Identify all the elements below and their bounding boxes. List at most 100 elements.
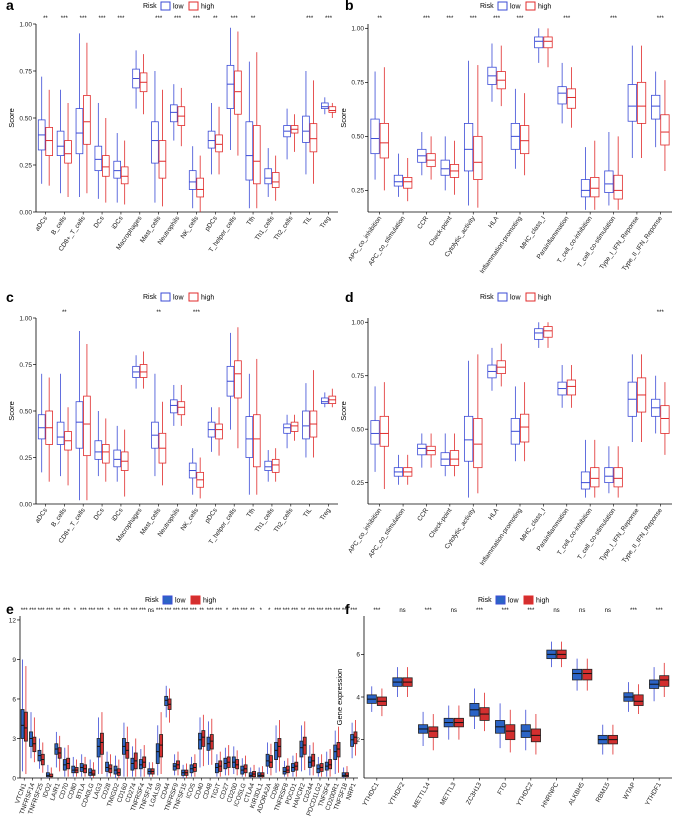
box-low-CD70	[62, 747, 67, 777]
box-high-APC_co_inhibition	[379, 382, 389, 490]
box-high-TNFRSF25	[40, 742, 45, 773]
box-iqr	[159, 734, 164, 758]
significance-label: ***	[231, 16, 239, 22]
legend: Risk low high	[480, 1, 551, 11]
box-iqr	[282, 767, 287, 775]
box-low-HLA	[487, 347, 497, 391]
box-high-T_helper_cells	[234, 327, 242, 449]
x-tick-label: FTO	[496, 782, 509, 797]
box-high-HLA	[496, 45, 506, 107]
x-tick-label: Inflammation-promoting	[479, 215, 524, 275]
legend-title: Risk	[480, 294, 494, 301]
y-tick-label: 3	[12, 736, 16, 743]
box-low-Inflammation-promoting	[510, 386, 520, 462]
x-tick-label: TIL	[302, 507, 313, 519]
legend-swatch-low	[495, 595, 506, 605]
y-axis-title: Score	[339, 108, 348, 128]
box-iqr	[215, 134, 223, 153]
legend-low-label: low	[173, 295, 184, 302]
x-tick-label: HLA	[487, 215, 500, 230]
box-high-Inflammation-promoting	[520, 93, 530, 176]
significance-label: *	[260, 608, 263, 614]
box-high-Type_I_IFN_Reponse	[636, 354, 647, 442]
significance-label: ***	[61, 16, 69, 22]
significance-label: **	[62, 310, 67, 316]
significance-label: ***	[181, 608, 189, 614]
panel-label-a: a	[6, 0, 14, 13]
box-high-T_cell_co-inhibition	[590, 140, 600, 210]
box-high-Mast_cells	[158, 401, 167, 486]
box-low-Macrophages	[132, 355, 140, 389]
box-high-Cytolytic_activity	[473, 65, 483, 208]
x-tick-label: YTHDC2	[515, 781, 534, 807]
box-iqr	[336, 742, 341, 758]
x-tick-label: Th2_cells	[273, 507, 295, 534]
box-low-iDCs	[113, 425, 121, 482]
box-iqr	[75, 401, 84, 449]
box-low-Macrophages	[132, 50, 140, 109]
significance-label: **	[251, 16, 256, 22]
box-low-pDCs	[207, 102, 216, 175]
box-low-T_cell_co-stimulation	[604, 446, 614, 494]
box-iqr	[463, 123, 474, 172]
box-iqr	[102, 155, 110, 177]
box-low-Type_I_IFN_Reponse	[627, 354, 637, 442]
significance-label: ***	[470, 16, 478, 22]
box-high-Tfh	[253, 358, 261, 495]
y-tick-label: 1.00	[351, 320, 364, 327]
panel-label-c: c	[6, 289, 14, 305]
significance-label: ***	[342, 608, 350, 614]
box-low-APC_co_inhibition	[370, 71, 380, 180]
box-iqr	[299, 740, 304, 758]
box-low-METTL14	[418, 711, 429, 747]
box-iqr	[613, 174, 623, 200]
x-tick-label: Treg	[319, 215, 332, 230]
box-iqr	[333, 744, 338, 760]
box-high-Inflammation-promoting	[520, 382, 530, 462]
box-high-CD28	[108, 754, 113, 777]
box-low-Th2_cells	[283, 108, 291, 160]
box-low-Parainflammation	[557, 62, 567, 124]
x-tick-label: ALKBH5	[567, 781, 586, 806]
box-iqr	[71, 765, 76, 774]
box-low-METTL3	[443, 705, 454, 740]
significance-label: **	[56, 608, 61, 614]
significance-label: ***	[29, 608, 37, 614]
box-iqr	[226, 64, 235, 110]
box-iqr	[566, 88, 577, 109]
box-low-YTHDC1	[366, 686, 377, 712]
box-iqr	[170, 399, 178, 414]
box-low-APC_co_stimulation	[393, 454, 404, 485]
box-iqr	[379, 123, 389, 159]
box-high-T_cell_co-stimulation	[613, 136, 623, 210]
significance-label: ***	[88, 608, 96, 614]
x-tick-label: CCR	[416, 507, 430, 523]
box-iqr	[302, 115, 310, 143]
box-iqr	[102, 444, 110, 464]
box-high-TIL	[309, 80, 318, 184]
panel-label-e: e	[6, 601, 14, 617]
box-high-B_cells	[64, 102, 72, 197]
box-low-CD80	[71, 756, 76, 777]
box-low-Neutrophils	[170, 384, 178, 426]
box-high-IDO2	[49, 767, 54, 778]
significance-label: ***	[502, 608, 510, 614]
y-tick-label: 0.25	[351, 188, 364, 195]
box-iqr	[257, 772, 262, 778]
box-iqr	[660, 114, 670, 146]
box-high-TIL	[309, 370, 318, 458]
box-low-T_cell_co-stimulation	[604, 132, 614, 206]
significance-label: **	[156, 310, 161, 316]
box-iqr	[88, 768, 93, 776]
box-high-CD86	[277, 720, 282, 772]
box-iqr	[271, 458, 280, 473]
box-iqr	[245, 416, 254, 458]
box-high-DCs	[102, 418, 110, 482]
box-low-LAIR1	[54, 731, 59, 768]
box-iqr	[75, 108, 84, 155]
box-iqr	[139, 364, 148, 378]
box-high-Check-point	[449, 433, 460, 477]
box-high-LAIR1	[57, 735, 62, 772]
box-iqr	[56, 130, 65, 157]
box-iqr	[505, 724, 516, 741]
